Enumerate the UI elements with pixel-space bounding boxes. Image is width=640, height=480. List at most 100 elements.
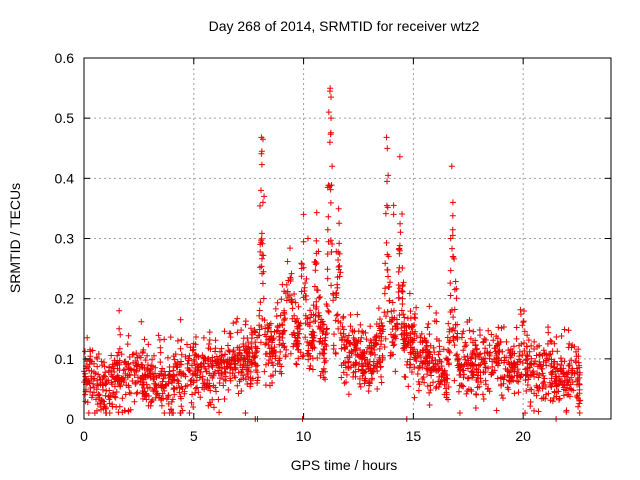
data-point xyxy=(101,372,108,379)
data-point xyxy=(201,355,208,362)
data-point xyxy=(256,322,263,329)
data-point xyxy=(400,311,407,318)
data-point xyxy=(345,365,352,372)
data-point xyxy=(142,357,149,364)
data-point xyxy=(264,328,271,335)
data-point xyxy=(433,383,440,390)
data-point xyxy=(386,279,393,286)
data-point xyxy=(383,202,390,209)
data-point xyxy=(546,352,553,359)
data-point xyxy=(313,298,320,305)
data-point xyxy=(86,361,93,368)
data-point xyxy=(400,345,407,352)
data-point xyxy=(488,331,495,338)
data-point xyxy=(368,339,375,346)
data-point xyxy=(185,357,192,364)
data-point xyxy=(95,382,102,389)
data-point xyxy=(166,374,173,381)
data-point xyxy=(480,356,487,363)
data-point xyxy=(309,337,316,344)
data-point xyxy=(374,361,381,367)
data-point xyxy=(440,374,447,381)
data-point xyxy=(291,329,298,336)
data-point xyxy=(416,381,423,388)
data-point xyxy=(127,390,134,397)
data-point xyxy=(249,350,256,357)
data-point xyxy=(537,362,544,369)
data-point xyxy=(398,331,405,338)
data-point xyxy=(244,356,251,363)
data-point xyxy=(295,319,302,326)
data-point xyxy=(515,389,522,396)
data-point xyxy=(396,242,403,249)
data-point xyxy=(280,317,287,324)
data-point xyxy=(426,389,433,396)
data-point xyxy=(246,353,253,360)
data-point xyxy=(415,387,422,394)
data-point xyxy=(171,356,178,363)
data-point xyxy=(288,270,295,277)
data-point xyxy=(350,335,357,342)
data-point xyxy=(229,370,236,377)
data-point xyxy=(269,379,276,386)
data-point xyxy=(531,407,538,414)
data-point xyxy=(93,407,100,414)
data-point xyxy=(568,374,575,381)
data-point xyxy=(568,386,575,393)
data-point xyxy=(200,360,207,367)
data-point xyxy=(339,323,346,330)
data-point xyxy=(338,334,345,341)
data-point xyxy=(194,384,201,391)
data-point xyxy=(414,370,421,377)
data-point xyxy=(453,285,460,292)
data-point xyxy=(114,352,121,359)
data-point xyxy=(517,374,524,381)
data-point xyxy=(497,375,504,382)
data-point xyxy=(465,365,472,372)
data-point xyxy=(225,347,232,354)
data-point xyxy=(536,361,543,368)
data-point xyxy=(131,398,138,405)
data-point xyxy=(317,372,324,379)
data-point xyxy=(380,326,387,333)
data-point xyxy=(406,290,413,297)
data-point xyxy=(523,343,530,350)
data-point xyxy=(276,357,283,364)
data-point xyxy=(536,383,543,390)
data-point xyxy=(262,382,269,389)
data-point xyxy=(272,355,279,362)
data-point xyxy=(285,293,292,300)
data-point xyxy=(91,369,98,376)
data-point xyxy=(203,383,210,390)
data-point xyxy=(338,374,345,381)
data-point xyxy=(566,385,573,392)
data-point xyxy=(319,368,326,375)
data-point xyxy=(159,378,166,385)
data-point xyxy=(568,344,575,351)
data-point xyxy=(476,327,483,334)
data-point xyxy=(396,245,403,252)
data-point xyxy=(371,346,378,353)
data-point xyxy=(430,365,437,372)
data-point xyxy=(413,304,420,311)
data-point xyxy=(382,285,389,292)
data-point xyxy=(357,338,364,345)
data-point xyxy=(522,409,529,416)
data-point xyxy=(302,312,309,319)
data-point xyxy=(320,321,327,328)
data-point xyxy=(164,354,171,361)
data-point xyxy=(302,320,309,327)
data-point xyxy=(329,241,336,248)
data-point xyxy=(206,341,213,348)
data-point xyxy=(407,361,414,368)
data-point xyxy=(374,385,381,392)
data-point xyxy=(195,389,202,396)
data-point xyxy=(426,303,433,310)
data-point xyxy=(449,245,456,252)
data-point xyxy=(464,375,471,382)
data-point xyxy=(261,331,268,338)
data-point xyxy=(495,324,502,331)
data-point xyxy=(505,386,512,393)
data-point xyxy=(222,373,229,380)
data-point xyxy=(356,375,363,382)
